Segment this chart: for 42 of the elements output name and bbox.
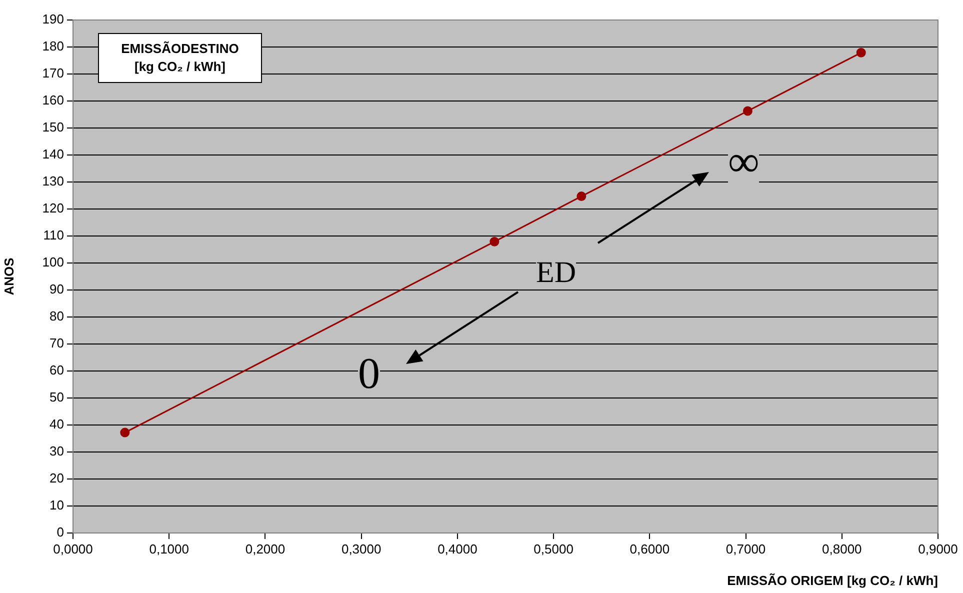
- annotation: ∞: [728, 137, 760, 186]
- y-tick-label: 170: [42, 66, 64, 81]
- note-box: EMISSÃODESTINO [kg CO₂ / kWh]: [98, 33, 262, 83]
- x-axis-title: EMISSÃO ORIGEM [kg CO₂ / kWh]: [727, 572, 938, 588]
- y-tick-label: 90: [50, 282, 64, 297]
- x-tick-label: 0,4000: [438, 541, 478, 556]
- x-tick-label: 0,5000: [534, 541, 574, 556]
- annotation: ED: [536, 256, 576, 289]
- point: [490, 236, 500, 246]
- x-tick-label: 0,2000: [245, 541, 286, 556]
- y-tick-label: 120: [42, 200, 64, 216]
- y-tick-label: 100: [42, 254, 64, 270]
- y-tick-label: 80: [50, 308, 64, 324]
- point: [856, 48, 866, 58]
- y-tick-label: 150: [42, 120, 64, 135]
- x-tick-label: 0,0000: [53, 541, 93, 556]
- y-tick-label: 190: [42, 12, 64, 27]
- x-tick-label: 0,1000: [149, 541, 189, 556]
- x-tick-label: 0,3000: [341, 541, 382, 556]
- y-tick-label: 50: [50, 390, 64, 405]
- y-tick-label: 10: [50, 498, 64, 513]
- x-tick-label: 0,9000: [918, 541, 958, 556]
- y-tick-label: 160: [42, 92, 64, 108]
- y-tick-label: 140: [42, 146, 64, 162]
- y-tick-label: 30: [50, 444, 64, 459]
- y-tick-label: 110: [43, 228, 64, 243]
- y-tick-label: 130: [42, 174, 64, 189]
- y-tick-label: 60: [50, 362, 64, 378]
- y-tick-label: 70: [50, 336, 64, 351]
- point: [742, 106, 752, 116]
- y-tick-label: 40: [50, 416, 64, 432]
- y-tick-label: 180: [42, 38, 64, 54]
- annotation: 0: [358, 349, 380, 398]
- y-tick-label: 0: [56, 524, 64, 540]
- x-tick-label: 0,7000: [726, 541, 766, 556]
- y-axis-title: ANOS: [1, 257, 16, 296]
- x-tick-label: 0,8000: [822, 541, 862, 556]
- point: [576, 192, 586, 202]
- y-tick-label: 20: [50, 470, 64, 486]
- point: [120, 428, 130, 438]
- x-tick-label: 0,6000: [630, 541, 670, 556]
- annotation: EMISSÃODESTINO [kg CO₂ / kWh]: [120, 40, 240, 76]
